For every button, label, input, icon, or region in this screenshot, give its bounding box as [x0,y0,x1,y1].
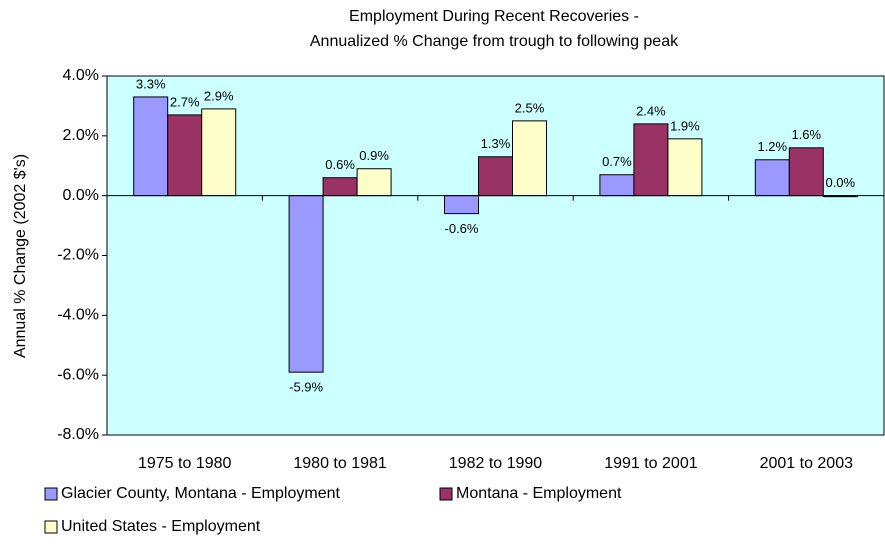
legend-swatch [44,487,58,501]
data-label: 3.3% [136,76,166,91]
bar [754,159,790,197]
bar [633,123,669,197]
bar [599,174,635,197]
data-label: 1.2% [757,139,787,154]
bar [288,195,324,373]
data-label: 2.7% [170,94,200,109]
data-label: 0.9% [359,148,389,163]
bar [788,147,824,197]
bar [444,195,479,215]
y-axis-label: Annual % Change (2002 $'s) [12,154,29,358]
data-label: 0.7% [602,154,632,169]
legend-swatch [439,487,453,501]
data-label: 1.9% [670,118,700,133]
data-label: 2.5% [515,100,545,115]
bar [667,138,703,197]
x-tick-label: 1975 to 1980 [138,455,232,472]
legend-label: Glacier County, Montana - Employment [61,485,340,502]
x-tick-label: 1980 to 1981 [293,455,387,472]
y-tick-label: -8.0% [57,426,99,443]
y-tick-label: 4.0% [63,67,99,84]
x-tick-label: 2001 to 2003 [760,455,854,472]
y-tick-label: -4.0% [57,307,99,324]
y-tick-label: 0.0% [63,187,99,204]
y-tick-label: -2.0% [57,247,99,264]
data-label: -0.6% [445,221,479,236]
data-label: 1.3% [481,136,511,151]
legend-swatch [44,520,58,534]
data-label: 2.4% [636,103,666,118]
chart-title: Employment During Recent Recoveries - [349,8,639,25]
plot-area [106,75,885,436]
x-tick-label: 1991 to 2001 [604,455,698,472]
data-label: 2.9% [204,88,234,103]
bar [512,120,547,197]
data-label: 0.0% [825,175,855,190]
bar [322,177,358,197]
legend-label: United States - Employment [61,518,261,535]
data-label: 1.6% [791,127,821,142]
data-label: -5.9% [289,380,323,395]
bar [167,114,203,197]
bar [133,96,169,197]
data-label: 0.6% [325,157,355,172]
bar [356,168,392,197]
y-tick-label: -6.0% [57,366,99,383]
bar [201,108,237,197]
bar [478,156,513,197]
y-tick-label: 2.0% [63,127,99,144]
legend-label: Montana - Employment [456,485,622,502]
chart-title: Annualized % Change from trough to follo… [310,33,679,50]
x-tick-label: 1982 to 1990 [449,455,543,472]
